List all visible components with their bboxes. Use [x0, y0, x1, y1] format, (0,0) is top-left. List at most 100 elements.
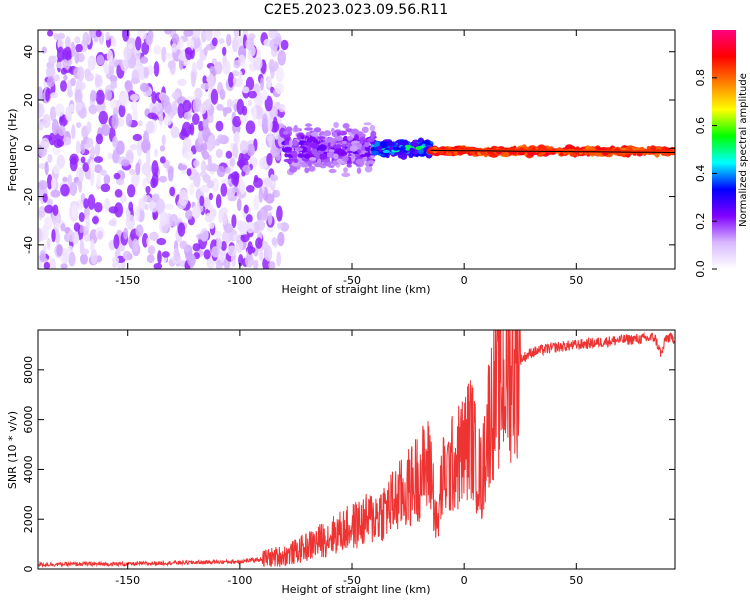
spectrogram-cell: [342, 152, 348, 156]
spectrogram-cell: [181, 121, 192, 137]
spectrogram-cell: [342, 123, 350, 129]
spectrogram-cell: [80, 253, 88, 265]
spectrogram-y-label: Frequency (Hz): [6, 109, 19, 192]
spectrogram-cell: [117, 244, 126, 252]
snr-y-label: SNR (10 * v/v): [6, 411, 19, 489]
spectrogram-cell: [118, 59, 123, 67]
spectrogram-cell: [332, 160, 337, 166]
spectrogram-cell: [171, 42, 178, 53]
spectrogram-cell: [366, 160, 375, 164]
spectrogram-cell: [293, 124, 298, 132]
spectrogram-cell: [183, 30, 194, 37]
spectrogram-cell: [215, 259, 223, 269]
spectrogram-cell: [203, 249, 211, 260]
spectrogram-cell: [165, 52, 173, 60]
spectrogram-cell: [46, 237, 51, 250]
spectrogram-cell: [262, 204, 273, 212]
spectrogram-cell: [207, 113, 214, 124]
spectrogram-cell: [82, 31, 90, 46]
spectrogram-cell: [110, 80, 118, 89]
spectrogram-cell: [169, 213, 179, 227]
spectrogram-cell: [105, 31, 111, 41]
spectrogram-cell: [116, 140, 125, 155]
snr-y-tick-label: 6000: [22, 406, 35, 434]
spectrogram-cell: [225, 150, 233, 159]
spectrogram-cell: [103, 61, 110, 75]
spectrogram-cell: [139, 56, 149, 64]
spectrogram-cell: [95, 226, 105, 240]
spectrogram-cell: [194, 87, 203, 100]
spectrogram-cell: [364, 165, 373, 173]
spectrogram-cell: [75, 101, 83, 111]
spectrogram-cell: [118, 104, 126, 118]
spectrogram-cell: [223, 223, 234, 234]
spectrogram-cell: [278, 104, 286, 113]
spectrogram-cell: [167, 166, 174, 182]
spectrogram-cell: [289, 166, 298, 173]
spectrogram-cell: [177, 103, 185, 119]
spectrogram-cell: [127, 43, 134, 50]
spectrogram-cell: [132, 107, 138, 124]
spectrogram-cell: [57, 125, 66, 137]
snr-x-tick-label: -150: [115, 574, 140, 587]
spectrogram-cell: [160, 94, 170, 107]
spectrogram-cell: [304, 167, 310, 174]
spectrogram-cell: [310, 131, 319, 137]
snr-x-tick-label: 0: [461, 574, 468, 587]
spectrogram-cell: [161, 251, 170, 258]
spectrogram-cell: [226, 33, 232, 47]
spectrogram-y-tick-label: 40: [22, 45, 35, 59]
spectrogram-cell: [199, 184, 210, 194]
spectrogram-cell: [270, 146, 278, 159]
spectrogram-cell: [354, 153, 360, 158]
spectrogram-cell: [415, 146, 422, 151]
spectrogram-cell: [76, 179, 82, 187]
spectrogram-cell: [243, 204, 249, 214]
spectrogram-cell: [135, 162, 141, 176]
spectrogram-cell: [62, 58, 73, 67]
spectrogram-cell: [242, 164, 251, 173]
spectrogram-cell: [67, 230, 75, 243]
spectrogram-cell: [151, 91, 157, 104]
spectrogram-cell: [227, 245, 237, 257]
spectrogram-cell: [104, 198, 111, 212]
spectrogram-cell: [74, 36, 81, 44]
spectrogram-cell: [274, 36, 282, 45]
spectrogram-cell: [135, 36, 142, 51]
spectrogram-y-tick-label: 0: [22, 145, 35, 152]
spectrogram-cell: [153, 61, 160, 77]
spectrogram-cell: [50, 189, 61, 198]
spectrogram-cell: [245, 120, 256, 135]
spectrogram-cell: [112, 256, 120, 264]
spectrogram-cell: [170, 126, 180, 139]
spectrogram-cell: [222, 60, 231, 75]
spectrogram-cell: [210, 88, 219, 105]
spectrogram-cell: [300, 135, 305, 140]
spectrogram-cell: [255, 237, 263, 249]
spectrogram-cell: [367, 137, 375, 143]
spectrogram-cell: [46, 65, 56, 79]
spectrogram-cell: [264, 95, 273, 112]
spectrogram-cell: [41, 46, 47, 54]
spectrogram-cell: [206, 180, 215, 189]
spectrogram-cell: [68, 251, 76, 267]
colorbar-label: Normalized spectral amplitude: [738, 73, 749, 227]
spectrogram-cell: [108, 219, 117, 226]
spectrogram-cell: [275, 67, 284, 83]
spectrogram-cell: [38, 206, 46, 218]
colorbar-tick-label: 0.4: [694, 165, 707, 183]
spectrogram-cell: [223, 109, 228, 118]
spectrogram-cell: [196, 58, 204, 71]
spectrogram-cell: [47, 153, 53, 163]
spectrogram-cell: [231, 214, 237, 229]
spectrogram-cell: [154, 148, 159, 158]
spectrogram-cell: [164, 30, 172, 35]
spectrogram-cell: [163, 115, 173, 126]
spectrogram-cell: [314, 163, 324, 168]
spectrogram-cell: [122, 250, 131, 261]
spectrogram-cell: [82, 162, 89, 173]
snr-x-label: Height of straight line (km): [281, 583, 430, 596]
spectrogram-cell: [90, 145, 96, 158]
spectrogram-cell: [191, 71, 196, 88]
snr-y-tick-label: 4000: [22, 455, 35, 483]
